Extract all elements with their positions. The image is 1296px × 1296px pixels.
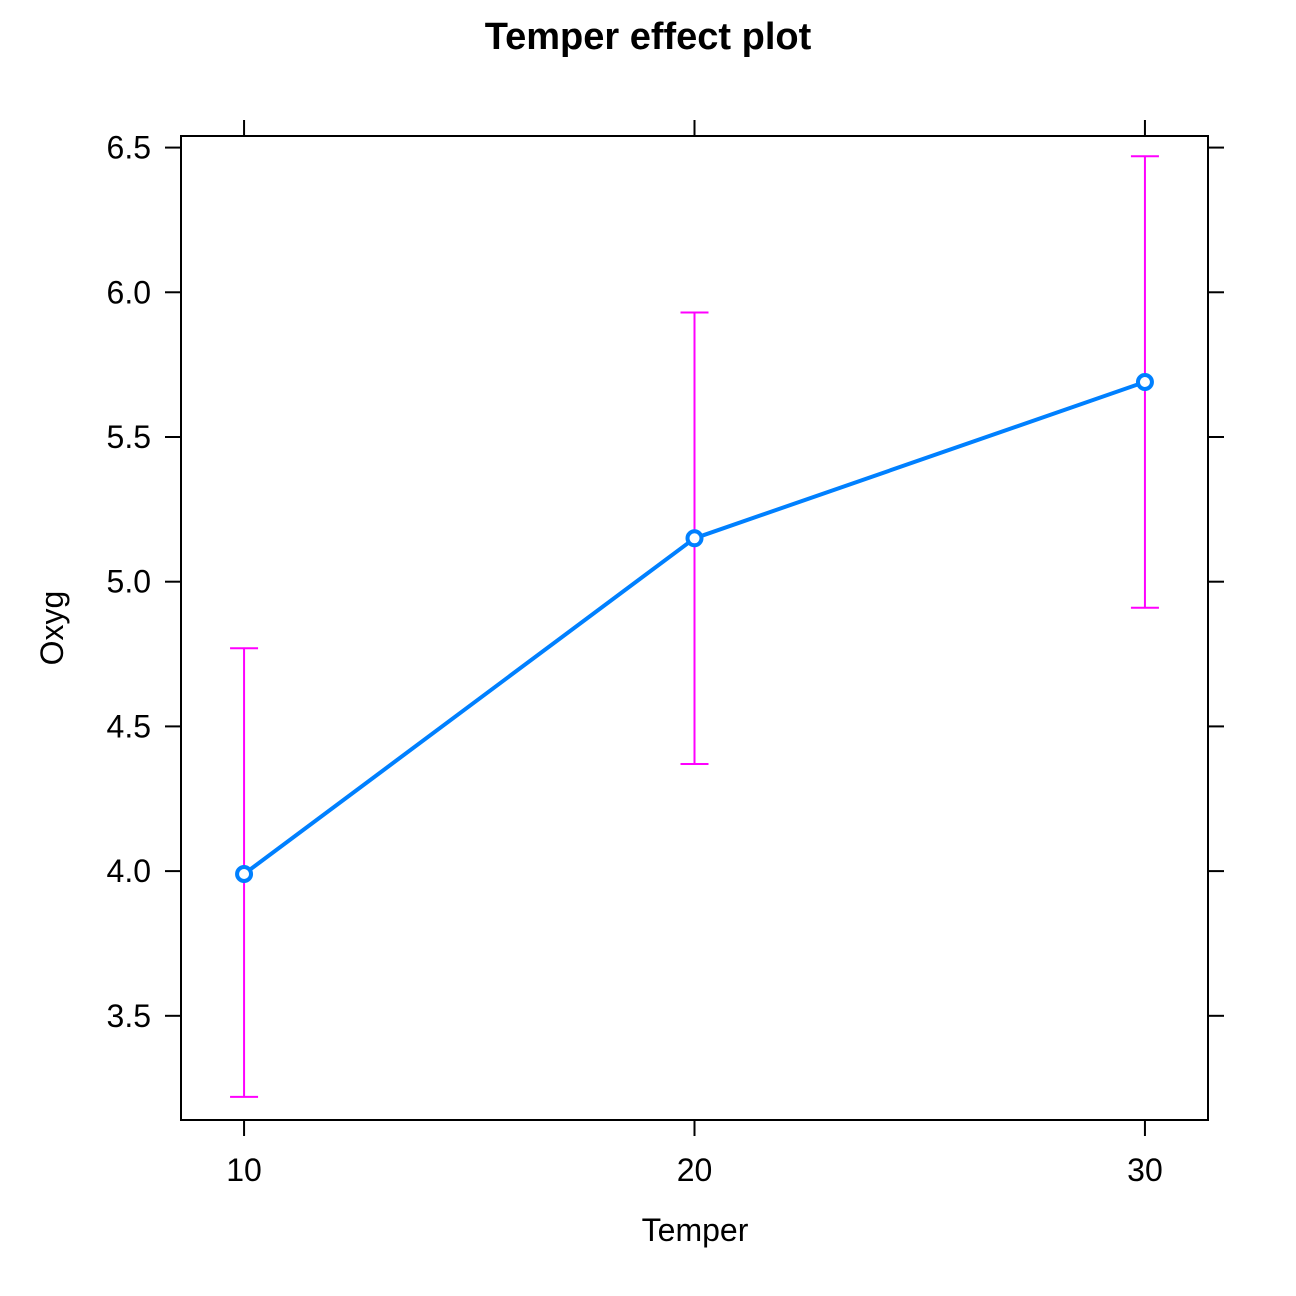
y-tick-label: 3.5 (107, 998, 151, 1034)
axis-tick-labels: 10 20 30 3.5 4.0 4.5 5.0 5.5 6.0 6.5 (107, 130, 1163, 1188)
y-tick-label: 5.0 (107, 564, 151, 600)
x-tick-label: 10 (226, 1152, 262, 1188)
confidence-intervals (230, 155, 1159, 1098)
data-point (685, 529, 704, 548)
effect-points (235, 373, 1154, 883)
axis-ticks (165, 120, 1224, 1136)
x-tick-label: 20 (677, 1152, 713, 1188)
chart-title: Temper effect plot (485, 16, 812, 58)
data-point (235, 865, 254, 883)
x-tick-label: 30 (1127, 1152, 1163, 1188)
y-tick-label: 6.5 (107, 130, 151, 166)
y-axis-label: Oxyg (34, 591, 70, 666)
data-point (1135, 373, 1154, 391)
x-axis-label: Temper (642, 1212, 749, 1248)
y-tick-label: 6.0 (107, 274, 151, 310)
y-tick-label: 5.5 (107, 419, 151, 455)
y-tick-label: 4.5 (107, 708, 151, 744)
y-tick-label: 4.0 (107, 853, 151, 889)
